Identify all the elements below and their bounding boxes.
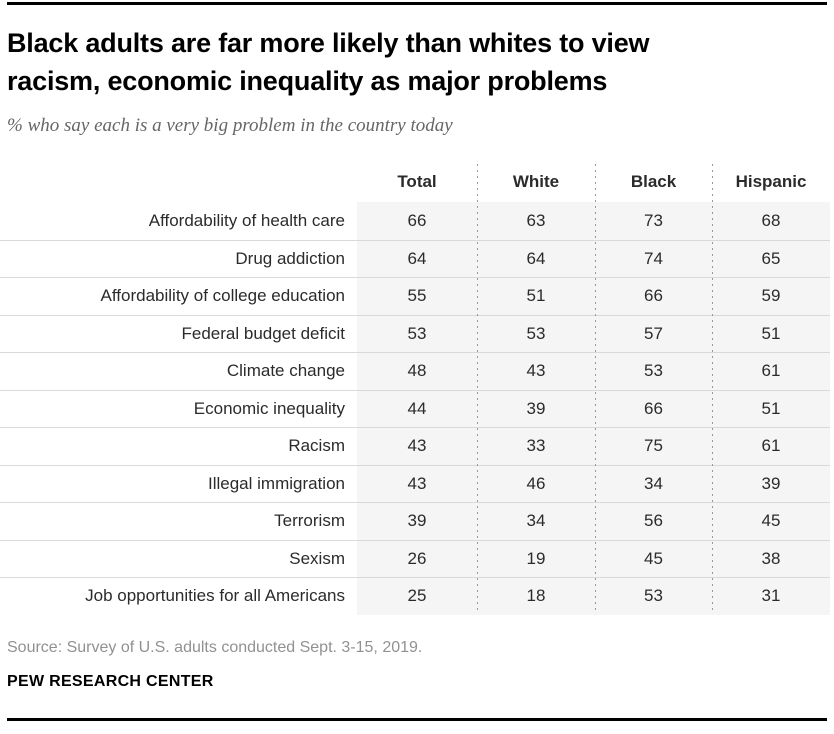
table-row: Economic inequality 44 39 66 51 — [0, 389, 830, 428]
cell-value: 63 — [526, 210, 546, 230]
table-row: Sexism 26 19 45 38 — [0, 539, 830, 578]
cell-value: 53 — [407, 323, 427, 343]
source-note: Source: Survey of U.S. adults conducted … — [7, 639, 423, 656]
cell-value: 53 — [644, 586, 663, 606]
cell-value: 66 — [644, 398, 663, 418]
subtitle: % who say each is a very big problem in … — [7, 115, 453, 136]
row-label: Racism — [288, 436, 345, 456]
cell-value: 55 — [407, 286, 427, 306]
cell-value: 57 — [644, 323, 663, 343]
cell-value: 61 — [761, 361, 781, 381]
row-label: Sexism — [289, 548, 345, 568]
cell-value: 46 — [526, 473, 546, 493]
column-header-black: Black — [630, 172, 677, 191]
cell-value: 44 — [407, 398, 427, 418]
page-title-line1: Black adults are far more likely than wh… — [7, 28, 650, 58]
column-header-total: Total — [397, 172, 437, 191]
row-label: Climate change — [226, 361, 345, 381]
table-header-row: Total White Black Hispanic — [0, 162, 830, 202]
cell-value: 66 — [407, 210, 427, 230]
table-body: Affordability of health care 66 63 73 68 Drug… — [0, 202, 830, 615]
cell-value: 43 — [407, 436, 427, 456]
column-header-hispanic: Hispanic — [735, 172, 807, 191]
cell-value: 74 — [644, 248, 663, 268]
column-header-white: White — [512, 172, 560, 191]
cell-value: 65 — [761, 248, 781, 268]
row-label: Affordability of college education — [100, 286, 345, 306]
row-label: Federal budget deficit — [181, 323, 346, 343]
top-rule — [7, 2, 827, 5]
cell-value: 53 — [526, 323, 546, 343]
cell-value: 48 — [407, 361, 427, 381]
cell-value: 25 — [407, 586, 427, 606]
page-title-line2: racism, economic inequality as major pro… — [7, 66, 608, 96]
cell-value: 43 — [526, 361, 546, 381]
data-table: Total White Black Hispanic Affordability… — [0, 162, 830, 615]
cell-value: 51 — [526, 286, 546, 306]
row-label: Job opportunities for all Americans — [85, 586, 345, 606]
table-row: Affordability of health care 66 63 73 68 — [0, 202, 830, 240]
cell-value: 56 — [644, 511, 663, 531]
cell-value: 61 — [761, 436, 781, 456]
cell-value: 53 — [644, 361, 663, 381]
table-row: Drug addiction 64 64 74 65 — [0, 239, 830, 278]
page-title: Black adults are far more likely than wh… — [7, 24, 827, 100]
cell-value: 64 — [407, 248, 427, 268]
table-row: Racism 43 33 75 61 — [0, 427, 830, 465]
column-divider — [595, 164, 596, 614]
cell-value: 39 — [526, 398, 546, 418]
cell-value: 66 — [644, 286, 663, 306]
table-row: Illegal immigration 43 46 34 39 — [0, 464, 830, 503]
row-label: Terrorism — [274, 511, 345, 531]
table-row: Federal budget deficit 53 53 57 51 — [0, 314, 830, 353]
cell-value: 34 — [526, 511, 546, 531]
brand-footer: PEW RESEARCH CENTER — [7, 673, 214, 690]
cell-value: 59 — [761, 286, 781, 306]
cell-value: 38 — [761, 548, 781, 568]
cell-value: 18 — [526, 586, 546, 606]
cell-value: 51 — [761, 398, 781, 418]
page: Black adults are far more likely than wh… — [0, 2, 834, 721]
cell-value: 75 — [644, 436, 663, 456]
row-label: Affordability of health care — [148, 210, 345, 230]
cell-value: 39 — [407, 511, 427, 531]
table-row: Climate change 48 43 53 61 — [0, 352, 830, 390]
cell-value: 64 — [526, 248, 546, 268]
cell-value: 45 — [644, 548, 663, 568]
row-label: Drug addiction — [235, 248, 345, 268]
table-row: Job opportunities for all Americans 25 18 5… — [0, 577, 830, 615]
cell-value: 45 — [761, 511, 781, 531]
shaded-band — [357, 202, 830, 615]
column-divider — [712, 164, 713, 614]
cell-value: 19 — [526, 548, 546, 568]
table-row: Affordability of college education 55 51 66… — [0, 277, 830, 315]
row-label: Illegal immigration — [208, 473, 345, 493]
cell-value: 31 — [761, 586, 781, 606]
cell-value: 51 — [761, 323, 781, 343]
cell-value: 43 — [407, 473, 427, 493]
cell-value: 73 — [644, 210, 663, 230]
row-label: Economic inequality — [193, 398, 345, 418]
cell-value: 26 — [407, 548, 427, 568]
cell-value: 68 — [761, 210, 781, 230]
bottom-rule — [7, 718, 827, 721]
cell-value: 39 — [761, 473, 781, 493]
cell-value: 33 — [526, 436, 546, 456]
column-divider — [477, 164, 478, 614]
table-row: Terrorism 39 34 56 45 — [0, 502, 830, 540]
cell-value: 34 — [644, 473, 663, 493]
